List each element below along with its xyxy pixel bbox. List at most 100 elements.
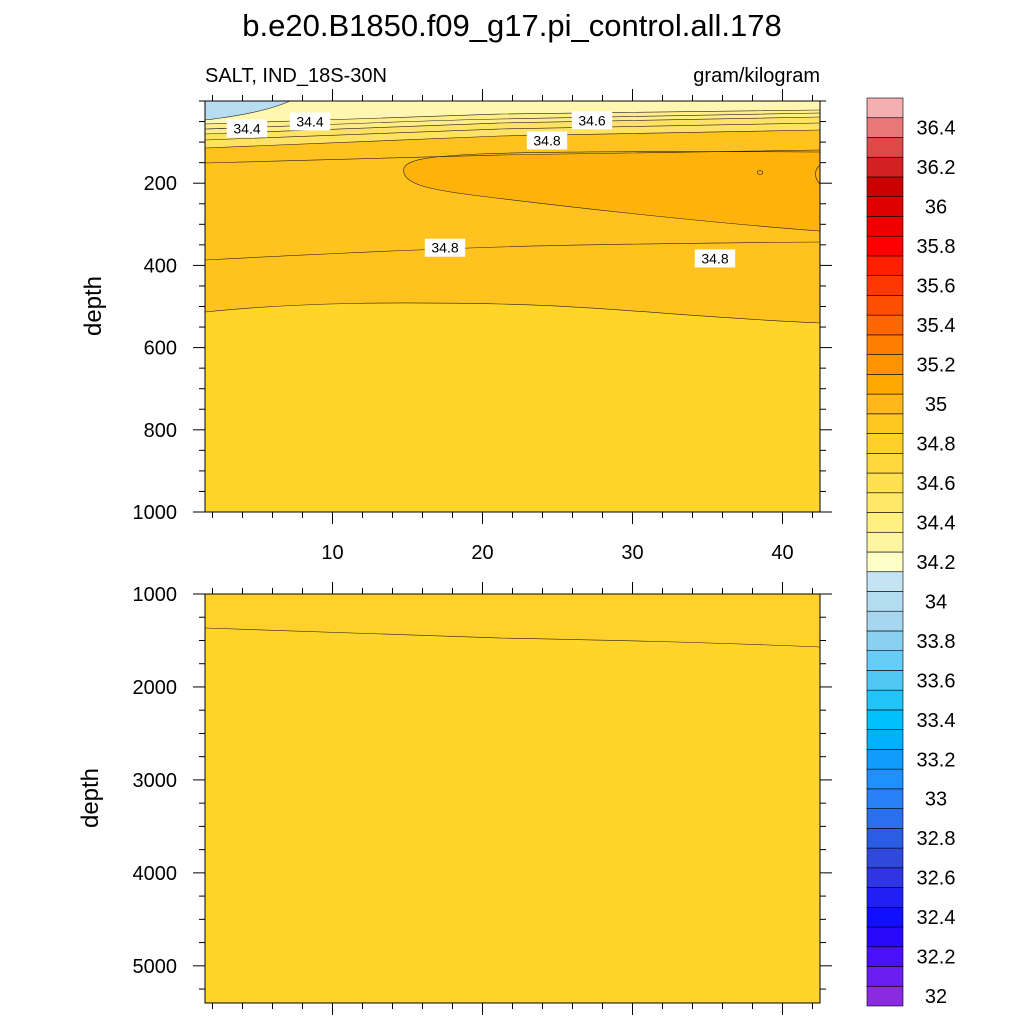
colorbar-label-34: 34: [925, 591, 947, 613]
colorbar-swatch-34.5: [866, 492, 904, 513]
colorbar-swatch-33.1: [866, 768, 904, 790]
lower-panel: 1000 2000 3000 4000 5000: [133, 582, 832, 1015]
contour-label-box-4: [526, 131, 568, 150]
colorbar-swatch-34.7: [866, 453, 904, 474]
colorbar-label-32: 32: [925, 986, 947, 1008]
upper-x-tick-label-30: 30: [621, 542, 643, 564]
colorbar-label-34.8: 34.8: [917, 433, 956, 455]
colorbar-swatch-35.2: [866, 354, 904, 375]
colorbar-swatch-33.8: [866, 630, 904, 651]
colorbar-swatch-32.6: [866, 867, 904, 888]
contour-label-3: 34.6: [578, 112, 605, 128]
colorbar-swatch-35.6: [866, 275, 904, 296]
colorbar-label-35.8: 35.8: [917, 236, 956, 258]
colorbar-swatch-35.5: [866, 295, 904, 316]
lower-salinity-band-34-8: [205, 594, 820, 647]
colorbar-swatch-34.1: [866, 571, 904, 592]
lower-y-tick-label-2000: 2000: [133, 677, 178, 699]
lower-y-tick-label-5000: 5000: [133, 956, 178, 978]
colorbar-swatch-36.4: [866, 117, 904, 138]
salinity-fresh-34-1: [205, 101, 290, 120]
colorbar-swatch-33: [866, 788, 904, 809]
colorbar-swatch-35.7: [866, 255, 904, 276]
colorbar-label-32.2: 32.2: [917, 947, 956, 969]
colorbar-swatch-35.8: [866, 235, 904, 257]
colorbar-swatch-34.4: [866, 512, 904, 533]
contour-label-4: 34.8: [533, 132, 560, 148]
upper-y-tick-label-400: 400: [144, 255, 177, 277]
contour-label-box-5: [424, 238, 466, 257]
salinity-band-34-3: [205, 101, 820, 124]
colorbar-swatch-34.6: [866, 472, 904, 494]
contour-label-6: 34.8: [701, 250, 728, 266]
colorbar-swatch-36: [866, 196, 904, 217]
colorbar-label-33.2: 33.2: [917, 749, 956, 771]
lower-contour-line-1: [204, 627, 821, 648]
colorbar-label-36.2: 36.2: [917, 157, 956, 179]
contour-label-box-3: [571, 111, 613, 130]
colorbar-label-34.2: 34.2: [917, 552, 956, 574]
upper-contour-line-6: [204, 129, 821, 149]
contour-label-2: 34.4: [296, 114, 323, 130]
colorbar-swatch-35.1: [866, 374, 904, 395]
colorbar-swatch-33.4: [866, 709, 904, 730]
contour-label-1: 34.4: [233, 121, 260, 137]
colorbar-swatch-32.2: [866, 946, 904, 967]
colorbar-swatch-34.8: [866, 433, 904, 454]
colorbar-swatch-32.9: [866, 808, 904, 829]
colorbar-label-33: 33: [925, 789, 947, 811]
upper-contour-line-1: [204, 100, 291, 121]
colorbar-swatch-33.6: [866, 670, 904, 691]
upper-contour-line-11: [756, 170, 764, 175]
contour-label-5: 34.8: [431, 240, 458, 256]
colorbar-label-34.4: 34.4: [917, 512, 956, 534]
colorbar-label-33.6: 33.6: [917, 670, 956, 692]
colorbar: 32 32.2 32.4 32.6 32.8 33 33.2 33.4 33.6 33.8 34 34…: [866, 97, 956, 1008]
colorbar-label-32.8: 32.8: [917, 828, 956, 850]
colorbar-swatch-32.5: [866, 887, 904, 908]
upper-x-tick-label-20: 20: [471, 542, 493, 564]
lower-background-fill: [205, 594, 820, 1003]
colorbar-swatch-34.9: [866, 413, 904, 434]
colorbar-swatch-34.3: [866, 531, 904, 553]
colorbar-swatch-36.3: [866, 137, 904, 158]
colorbar-swatch-32.3: [866, 926, 904, 948]
colorbar-label-32.4: 32.4: [917, 907, 956, 929]
lower-y-tick-label-4000: 4000: [133, 863, 178, 885]
colorbar-swatch-36.1: [866, 176, 904, 197]
upper-panel: 34.4 34.4 34.6 34.8 34.8 34.8 10 20 30 40 200 400 60…: [133, 89, 832, 564]
upper-y-tick-label-800: 800: [144, 420, 177, 442]
variable-label: SALT, IND_18S-30N: [205, 65, 387, 87]
upper-y-tick-label-600: 600: [144, 338, 177, 360]
colorbar-swatch-35.9: [866, 216, 904, 237]
colorbar-swatch-35.4: [866, 314, 904, 336]
colorbar-label-34.6: 34.6: [917, 473, 956, 495]
y-axis-label-upper: depth: [80, 276, 107, 336]
units-label: gram/kilogram: [693, 65, 820, 87]
colorbar-swatch-34: [866, 591, 904, 612]
chart-title: b.e20.B1850.f09_g17.pi_control.all.178: [242, 8, 782, 43]
upper-contour-line-12: [815, 164, 821, 185]
y-axis-label-lower: depth: [77, 768, 104, 828]
colorbar-swatch-36.5: [866, 97, 904, 119]
lower-y-tick-label-3000: 3000: [133, 770, 178, 792]
colorbar-label-35: 35: [925, 394, 947, 416]
upper-x-tick-label-40: 40: [771, 542, 793, 564]
colorbar-label-35.4: 35.4: [917, 315, 956, 337]
colorbar-label-36.4: 36.4: [917, 118, 956, 140]
colorbar-swatch-32.7: [866, 847, 904, 869]
colorbar-label-35.6: 35.6: [917, 276, 956, 298]
colorbar-swatch-32.4: [866, 907, 904, 928]
colorbar-swatch-32.8: [866, 828, 904, 849]
colorbar-swatch-35: [866, 393, 904, 415]
colorbar-label-35.2: 35.2: [917, 354, 956, 376]
colorbar-label-33.4: 33.4: [917, 710, 956, 732]
contour-label-box-6: [694, 249, 736, 268]
upper-y-tick-label-1000: 1000: [133, 502, 178, 524]
colorbar-swatch-32.1: [866, 966, 904, 987]
colorbar-swatch-33.2: [866, 749, 904, 770]
upper-contour-line-9: [204, 241, 821, 261]
contour-label-box-1: [226, 119, 268, 138]
colorbar-swatch-34.2: [866, 551, 904, 573]
